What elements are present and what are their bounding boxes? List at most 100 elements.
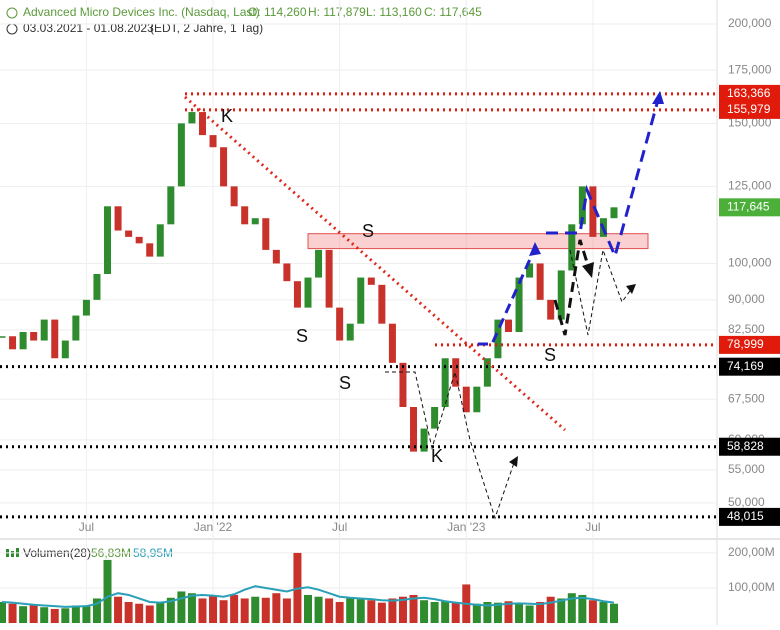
arrow-path: [546, 99, 660, 261]
y-tick-label: 67,500: [728, 391, 765, 405]
candle: [473, 386, 481, 413]
volume-bar: [166, 597, 175, 623]
volume-bar: [346, 597, 355, 623]
volume-bar: [251, 596, 260, 623]
level-label: 163,366: [727, 86, 771, 100]
arrow-head: [582, 262, 594, 278]
volume-bar: [50, 608, 59, 623]
volume-bar: [40, 607, 49, 623]
scenario-path: [385, 370, 516, 520]
candle: [357, 277, 365, 324]
volume-bar: [314, 596, 323, 623]
volume-bar: [557, 598, 566, 623]
ohlc-open: O: 114,260: [248, 5, 307, 19]
volume-bar: [578, 594, 587, 623]
volume-bar: [240, 598, 249, 623]
volume-bar: [230, 594, 239, 623]
volume-bar: [493, 602, 502, 623]
arrow-head: [652, 91, 664, 104]
volume-bar: [219, 600, 228, 623]
level-box: [719, 437, 780, 456]
candle: [251, 218, 259, 225]
volume-bar: [599, 601, 608, 623]
last-label: 117,645: [727, 199, 770, 213]
volume-bar: [430, 601, 439, 623]
candle: [51, 319, 59, 359]
arrow-head: [509, 456, 518, 467]
candle: [515, 277, 523, 333]
volume-bar: [114, 596, 123, 623]
candle: [304, 277, 312, 308]
volume-bar: [177, 591, 186, 623]
arrow-head: [626, 284, 636, 294]
candle: [230, 186, 238, 207]
candle: [483, 358, 491, 387]
candle: [399, 362, 407, 407]
candle: [241, 206, 249, 225]
candle: [188, 112, 196, 124]
volume-bar: [367, 600, 376, 623]
level-label: 48,015: [727, 509, 764, 523]
period: 03.03.2021 - 01.08.2023: [23, 21, 154, 35]
volume-bar: [335, 601, 344, 623]
x-tick-label: Jan '22: [194, 520, 233, 534]
candle: [220, 147, 228, 187]
volume-bar: [536, 601, 545, 623]
volume-bar: [304, 594, 312, 623]
candle: [198, 112, 206, 136]
candle: [346, 323, 354, 341]
volume-bar: [398, 596, 407, 623]
volume-bar: [356, 599, 365, 623]
candle: [431, 406, 439, 429]
chart-title: Advanced Micro Devices Inc. (Nasdaq, Las…: [23, 5, 260, 19]
level-box: [719, 84, 780, 103]
candle: [578, 186, 586, 225]
candle: [378, 284, 386, 324]
candle: [536, 263, 544, 300]
candle: [420, 428, 428, 452]
candle: [589, 186, 597, 237]
candle: [262, 218, 270, 250]
candle: [156, 224, 164, 257]
annotation: S: [544, 345, 556, 365]
volume-bar: [409, 594, 418, 623]
volume-bar: [388, 598, 397, 623]
candle: [61, 340, 69, 359]
volume-bar: [61, 608, 70, 623]
volume-bar: [156, 602, 165, 623]
candle: [135, 236, 143, 244]
candle: [557, 270, 565, 320]
volume-ma: [1, 585, 615, 608]
level-box: [719, 357, 780, 376]
candle: [9, 336, 17, 350]
volume-bar: [504, 601, 513, 623]
candle: [336, 307, 344, 341]
volume-bar: [19, 606, 28, 623]
icon: [6, 23, 18, 35]
candle: [568, 224, 576, 271]
volume-bar: [187, 593, 196, 623]
y-tick-label: 100,000: [728, 256, 772, 270]
candle: [462, 386, 470, 413]
arrow-path: [553, 239, 592, 336]
candle: [146, 243, 154, 257]
arrow-path: [478, 247, 537, 346]
candle: [104, 206, 112, 274]
volume-bar: [82, 606, 91, 623]
annotation: S: [362, 221, 374, 241]
candle: [441, 358, 449, 407]
candle: [272, 249, 280, 264]
volume-bar: [525, 605, 534, 623]
volume-bar: [272, 593, 281, 623]
level-label: 58,828: [727, 439, 764, 453]
y-tick-label: 100,00M: [728, 580, 775, 594]
ohlc-low: L: 113,160: [366, 5, 422, 19]
icon: [11, 551, 14, 557]
volume-bar: [610, 603, 618, 623]
candle: [72, 315, 80, 341]
candle: [526, 263, 534, 278]
volume-bar: [282, 598, 291, 623]
volume-bar: [198, 598, 207, 623]
volume-bar: [103, 559, 112, 623]
candle: [293, 281, 301, 308]
